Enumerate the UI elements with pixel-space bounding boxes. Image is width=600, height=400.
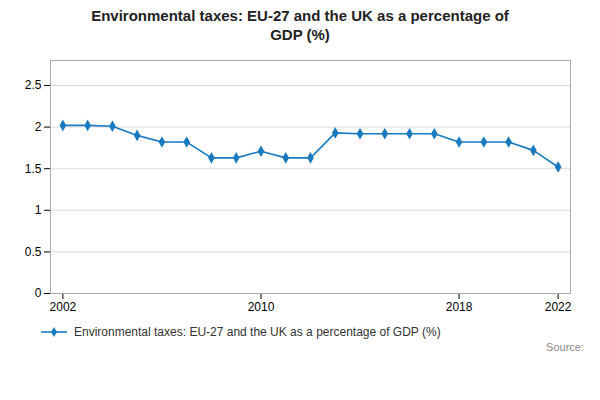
svg-text:1: 1 xyxy=(35,203,42,217)
html-text:Environmental taxes: EU-27 and: Environmental taxes: EU-27 and the UK as… xyxy=(74,325,441,339)
svg-text:0.5: 0.5 xyxy=(25,245,42,259)
html-text:Environmental taxes: EU-27 and: Environmental taxes: EU-27 and the UK as… xyxy=(91,7,509,43)
html-text:Source:: Source: xyxy=(546,341,584,353)
svg-text:2002: 2002 xyxy=(50,300,77,314)
svg-text:2.5: 2.5 xyxy=(25,78,42,92)
svg-text:2: 2 xyxy=(35,120,42,134)
svg-text:2018: 2018 xyxy=(446,300,473,314)
svg-text:2010: 2010 xyxy=(248,300,275,314)
svg-text:0: 0 xyxy=(35,286,42,300)
svg-text:2022: 2022 xyxy=(545,300,572,314)
svg-text:1.5: 1.5 xyxy=(25,162,42,176)
